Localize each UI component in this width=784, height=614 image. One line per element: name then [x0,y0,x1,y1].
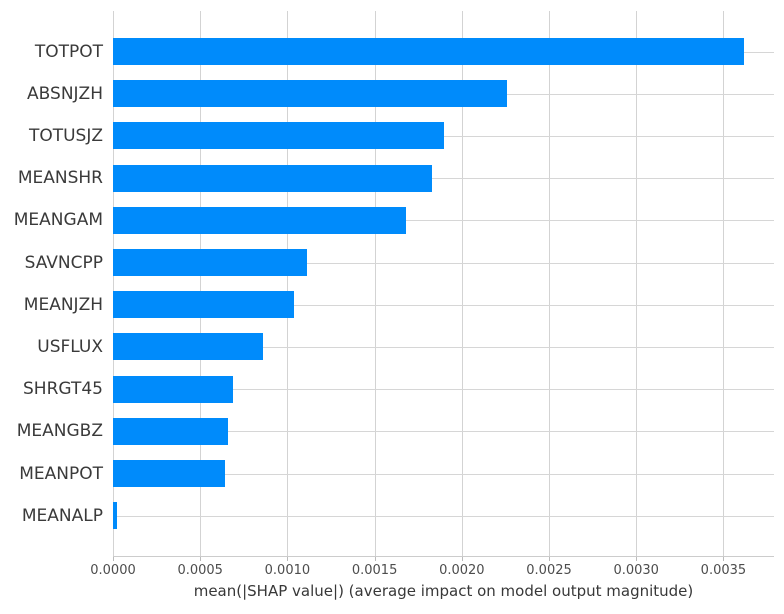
y-gridline [113,220,774,222]
x-tick-mark [461,557,463,561]
y-tick-label: TOTUSJZ [28,125,103,146]
y-tick-label: MEANPOT [19,463,103,484]
y-tick-label: MEANGAM [13,210,103,231]
y-gridline [113,515,774,517]
bar-meanjzh [113,291,295,319]
bar-meangbz [113,417,229,445]
x-tick-mark [636,557,638,561]
bar-usflux [113,333,263,361]
y-gridline [113,389,774,391]
x-tick-label: 0.0035 [700,563,747,578]
bar-totusjz [113,122,445,150]
x-gridline [723,11,725,556]
y-gridline [113,346,774,348]
y-tick-label: TOTPOT [34,41,103,62]
y-tick-label: MEANALP [21,505,103,526]
x-tick-label: 0.0000 [90,563,136,578]
x-tick-mark [549,557,551,561]
x-tick-label: 0.0015 [351,563,398,578]
x-gridline [374,11,376,556]
y-gridline [113,178,774,180]
x-tick-mark [723,557,725,561]
y-gridline [113,304,774,306]
x-tick-mark [374,557,376,561]
y-tick-label: SAVNCPP [24,252,103,273]
bar-totpot [113,38,745,65]
x-axis-title: mean(|SHAP value|) (average impact on mo… [193,582,694,600]
y-gridline [113,473,774,475]
y-gridline [113,431,774,433]
x-tick-label: 0.0005 [177,563,223,578]
x-gridline [636,11,638,556]
y-tick-label: SHRGT45 [23,379,103,400]
y-tick-label: USFLUX [37,336,103,357]
x-tick-label: 0.0025 [526,563,572,578]
plot-area [113,11,774,557]
y-tick-label: ABSNJZH [27,83,103,104]
y-tick-label: MEANSHR [17,168,103,189]
x-gridline [461,11,463,556]
y-tick-label: MEANGBZ [16,421,103,442]
bar-meanpot [113,460,225,487]
bar-meanalp [113,502,118,530]
bar-absnjzh [113,80,508,108]
x-gridline [287,11,289,556]
x-tick-label: 0.0010 [264,563,311,578]
x-tick-mark [287,557,289,561]
bar-savncpp [113,249,307,276]
bar-shrgt45 [113,375,234,403]
y-tick-label: MEANJZH [23,294,103,315]
bar-meangam [113,206,406,234]
x-gridline [113,11,114,556]
y-gridline [113,262,774,264]
x-tick-mark [113,557,114,561]
x-gridline [549,11,551,556]
x-gridline [200,11,202,556]
x-tick-label: 0.0020 [439,563,485,578]
x-tick-mark [200,557,202,561]
bar-meanshr [113,164,433,192]
x-tick-label: 0.0030 [613,563,659,578]
